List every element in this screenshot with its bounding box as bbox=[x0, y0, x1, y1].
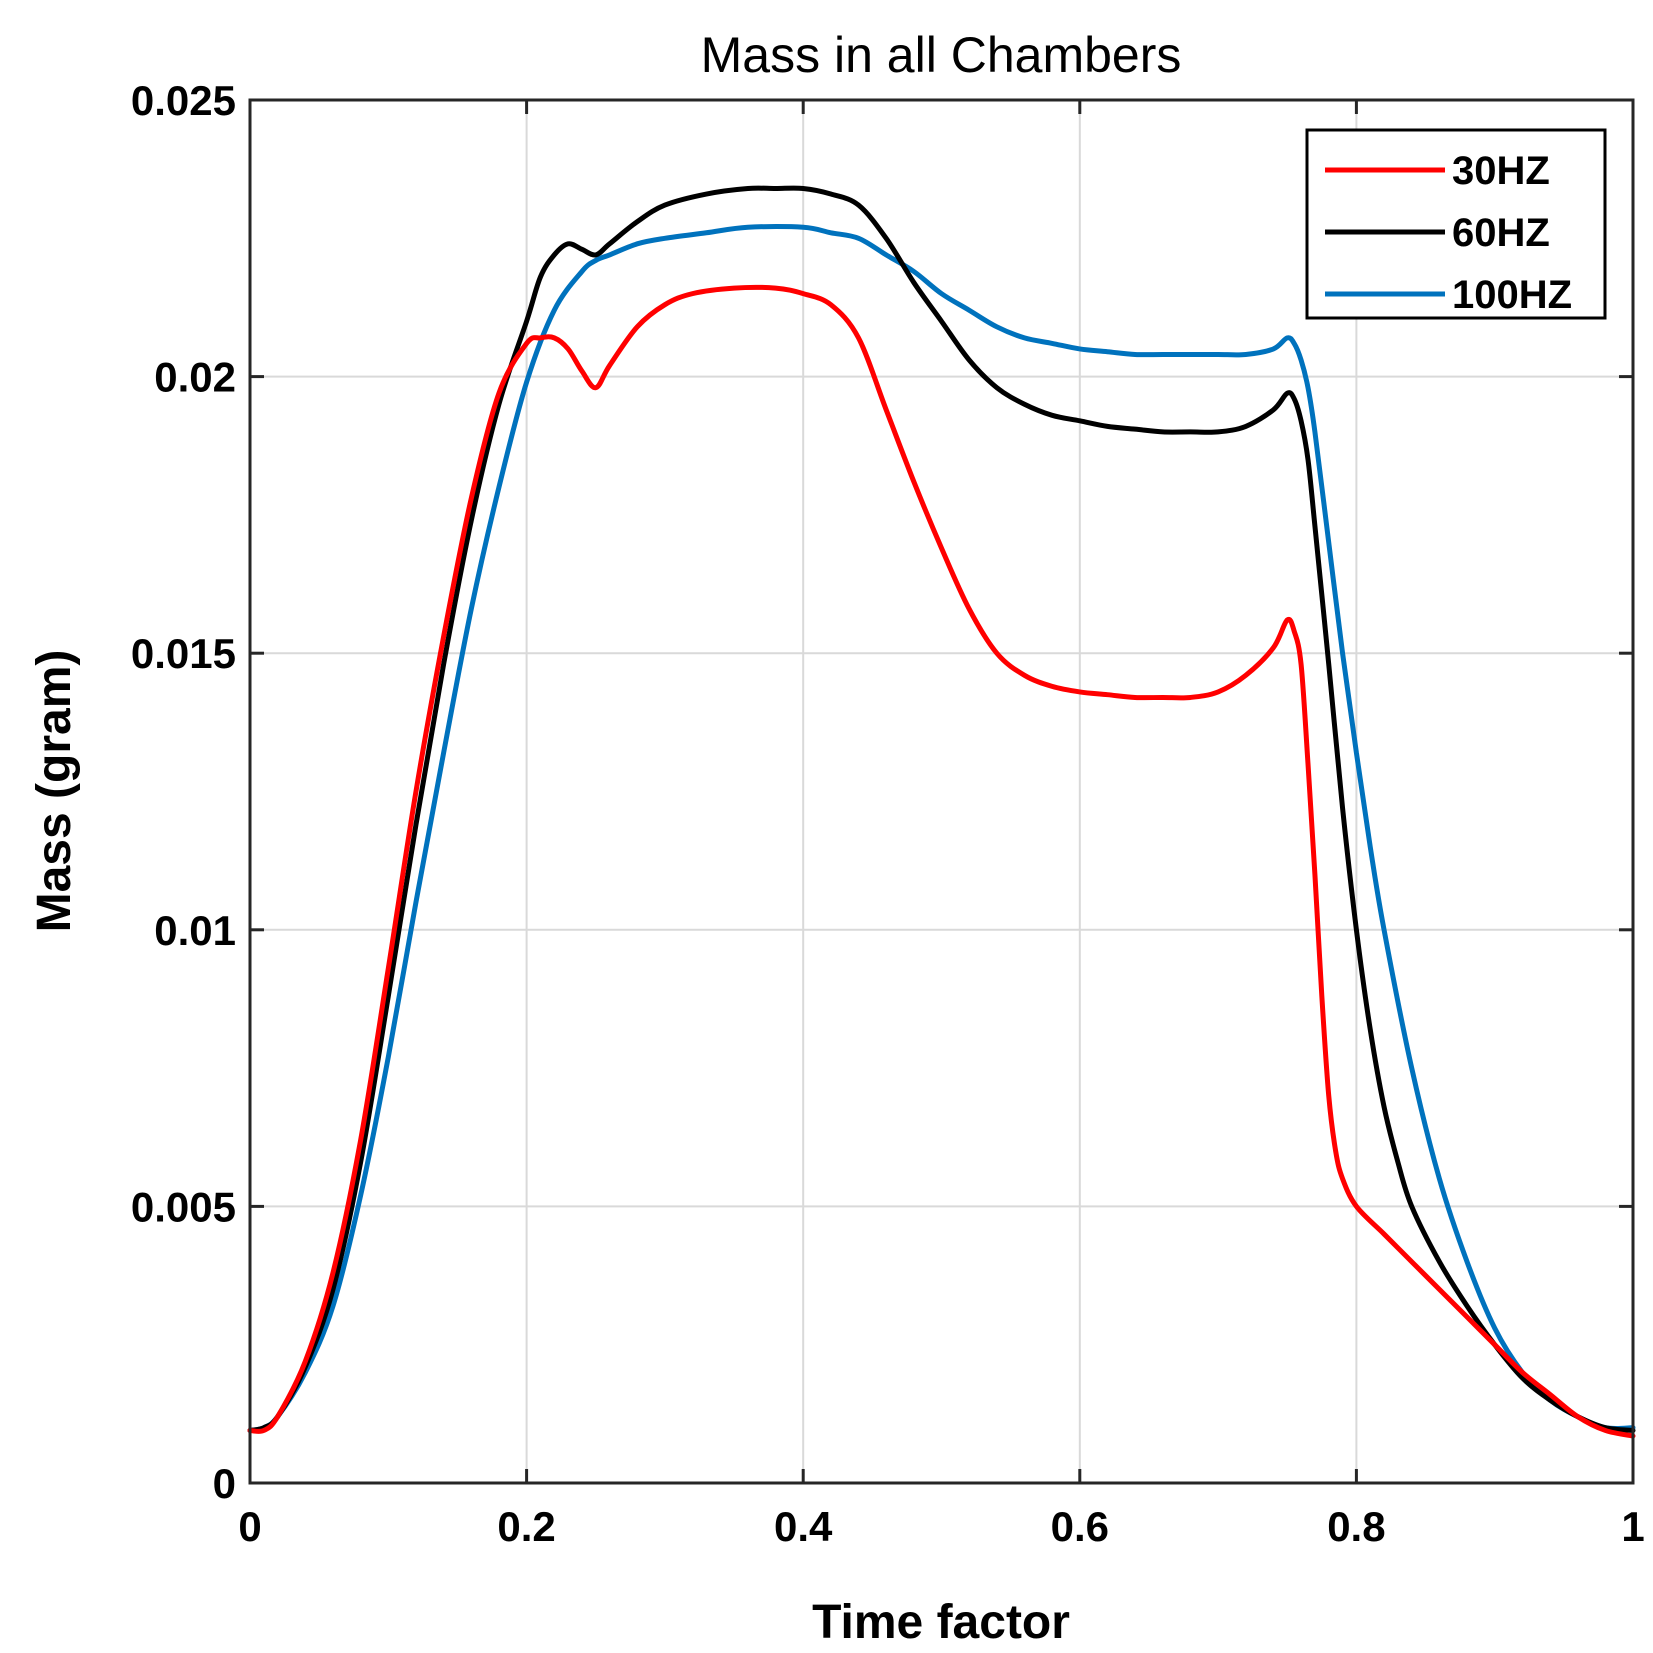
y-tick-label: 0.025 bbox=[131, 77, 236, 124]
y-tick-label: 0.015 bbox=[131, 630, 236, 677]
x-tick-label: 0.2 bbox=[497, 1503, 555, 1550]
y-tick-labels: 0 0.005 0.01 0.015 0.02 0.025 bbox=[131, 77, 236, 1507]
series-line-30hz bbox=[247, 284, 1636, 1439]
x-axis-label: Time factor bbox=[812, 1596, 1070, 1649]
x-tick-label: 0 bbox=[238, 1503, 261, 1550]
axes-frame bbox=[248, 98, 1635, 1485]
x-tick-label: 0.8 bbox=[1327, 1503, 1385, 1550]
x-tick-labels: 0 0.2 0.4 0.6 0.8 1 bbox=[238, 1503, 1644, 1550]
x-tick-label: 0.4 bbox=[774, 1503, 833, 1550]
legend-label-100hz: 100HZ bbox=[1452, 273, 1572, 317]
series-layer bbox=[247, 185, 1636, 1439]
legend: 30HZ 60HZ 100HZ bbox=[1305, 128, 1607, 320]
y-tick-label: 0 bbox=[213, 1460, 236, 1507]
chart-title: Mass in all Chambers bbox=[701, 27, 1182, 83]
x-tick-label: 0.6 bbox=[1051, 1503, 1109, 1550]
x-tick-label: 1 bbox=[1621, 1503, 1644, 1550]
y-tick-label: 0.01 bbox=[154, 907, 236, 954]
legend-label-60hz: 60HZ bbox=[1452, 211, 1550, 255]
series-line-60hz bbox=[247, 185, 1636, 1433]
legend-label-30hz: 30HZ bbox=[1452, 149, 1550, 193]
grid bbox=[250, 100, 1633, 1483]
legend-box bbox=[1305, 128, 1607, 320]
series-line-100hz bbox=[247, 224, 1636, 1433]
y-tick-label: 0.02 bbox=[154, 354, 236, 401]
y-axis-label: Mass (gram) bbox=[28, 650, 81, 933]
y-tick-label: 0.005 bbox=[131, 1183, 236, 1230]
